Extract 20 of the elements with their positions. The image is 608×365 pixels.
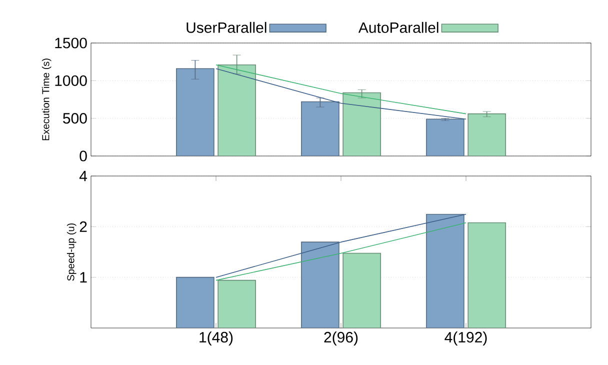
y-tick-label: 1000 [55, 75, 87, 86]
legend-label: UserParallel [186, 22, 266, 33]
bar [176, 68, 214, 156]
bar [342, 92, 381, 156]
bar [218, 64, 256, 156]
y-axis-title: Execution Time (s) [42, 58, 52, 140]
y-tick-label: 2 [80, 221, 87, 232]
y-tick-label: 500 [63, 113, 87, 124]
x-tick-label: 1(48) [200, 332, 233, 346]
y-tick-label: 1500 [55, 38, 87, 48]
x-tick-label: 2(96) [324, 332, 358, 346]
y-tick-label: 4 [79, 170, 88, 182]
bar [426, 118, 464, 156]
y-tick-label: 1 [80, 272, 87, 282]
bar [468, 113, 506, 156]
y-tick-label: 0 [80, 150, 87, 162]
bar [301, 101, 340, 156]
x-tick-label: 4(192) [444, 332, 487, 346]
y-axis-title: Speed-up (u) [66, 223, 76, 281]
legend-label: AutoParallel [358, 22, 438, 33]
